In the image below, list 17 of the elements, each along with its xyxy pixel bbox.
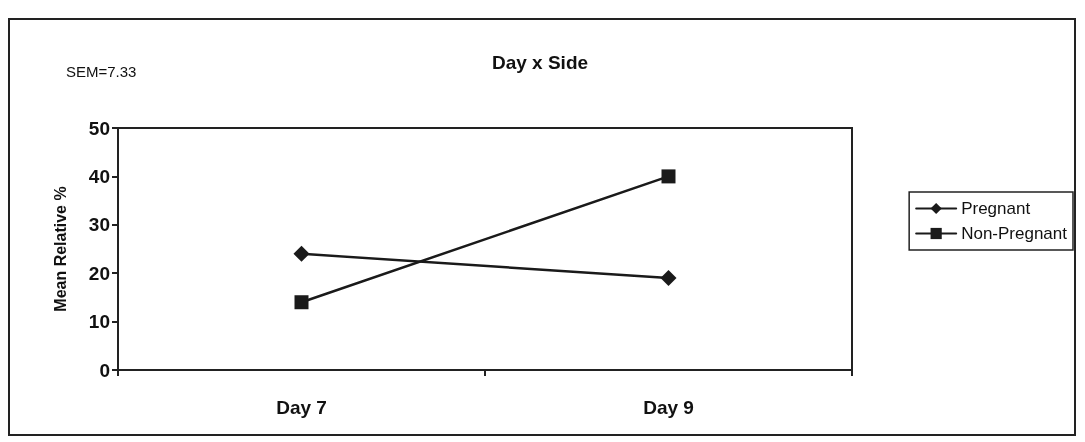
y-tick-label: 40 [88,165,110,187]
chart-title: Day x Side [491,52,589,73]
x-tick-label: Day 9 [643,397,694,418]
legend-label: Non-Pregnant [961,224,1068,243]
point [294,295,309,310]
y-axis-title: Mean Relative % [51,186,69,312]
point [660,270,677,287]
y-tick-label: 30 [88,214,110,236]
y-tick-label: 0 [99,359,110,381]
y-tick-label: 10 [88,311,110,333]
point [661,169,676,184]
text: SEM=7.33 [66,63,137,80]
y-tick-label: 50 [88,117,110,139]
x-tick-label: Day 7 [276,397,327,418]
point [293,245,310,262]
legend-label: Pregnant [961,199,1031,218]
y-tick-label: 20 [88,262,110,284]
